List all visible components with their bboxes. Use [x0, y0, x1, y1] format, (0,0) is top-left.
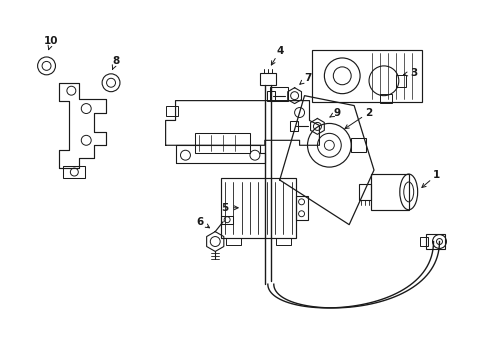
- Bar: [226, 238, 241, 246]
- Bar: [290, 121, 297, 131]
- Bar: [221, 216, 233, 224]
- Bar: [295, 196, 308, 220]
- Bar: [426, 234, 445, 249]
- Text: 7: 7: [304, 73, 311, 83]
- Bar: [270, 87, 288, 100]
- Text: 9: 9: [334, 108, 341, 117]
- Bar: [63, 166, 85, 178]
- Bar: [196, 133, 250, 153]
- Bar: [260, 73, 276, 85]
- Bar: [351, 138, 366, 152]
- Bar: [419, 237, 428, 247]
- Text: 10: 10: [44, 36, 59, 46]
- Text: 8: 8: [112, 56, 120, 66]
- Text: 3: 3: [410, 68, 417, 78]
- Text: 6: 6: [196, 217, 204, 227]
- Bar: [221, 178, 295, 238]
- Bar: [267, 91, 275, 100]
- Text: 2: 2: [366, 108, 373, 117]
- Bar: [166, 105, 177, 116]
- Text: 1: 1: [433, 170, 440, 180]
- Text: 4: 4: [276, 46, 283, 56]
- Bar: [371, 174, 409, 210]
- Bar: [276, 238, 291, 246]
- Bar: [313, 50, 421, 102]
- Bar: [359, 184, 371, 200]
- Bar: [396, 75, 406, 87]
- Bar: [380, 94, 392, 103]
- Text: 5: 5: [221, 203, 229, 213]
